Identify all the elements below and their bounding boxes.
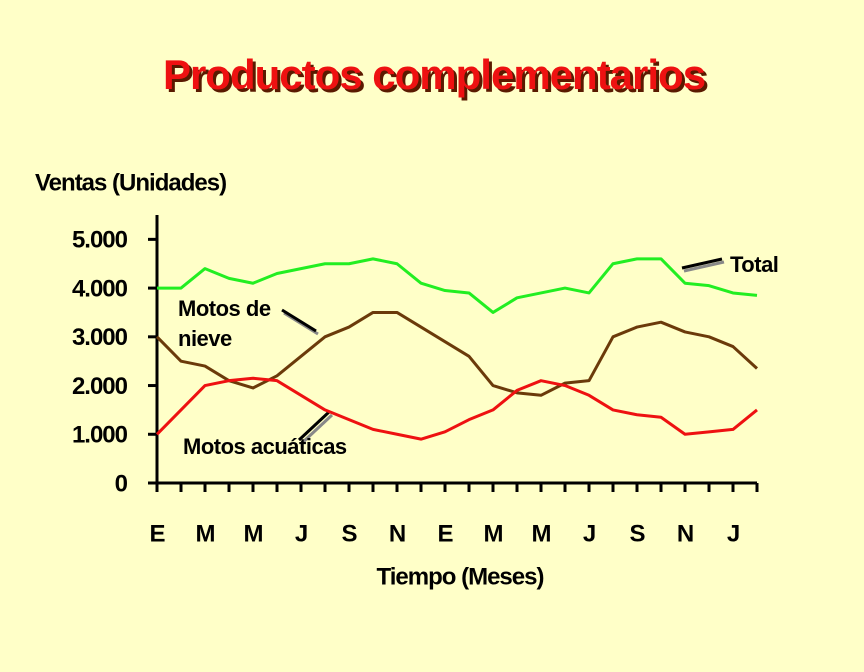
x-tick-label: N [389,520,405,547]
y-tick-label: 1.000 [72,422,128,449]
arrow-shadow [283,311,319,336]
x-tick-label: M [244,520,263,547]
y-tick-label: 5.000 [72,227,128,254]
x-tick-label: N [677,520,693,547]
y-tick-label: 2.000 [72,373,128,400]
arrow [297,410,331,442]
y-axis-label: Ventas (Unidades) [35,169,226,196]
series-label: Total [730,252,779,277]
x-tick-label: M [484,520,503,547]
series-label: Motos acuáticas [183,434,347,459]
arrows [281,257,725,445]
x-tick-label: J [295,520,307,547]
series-line [157,257,758,314]
arrow [281,308,317,333]
x-tick-label: E [437,520,453,547]
y-tick-label: 3.000 [72,324,128,351]
series-label: Motos de nieve [178,296,271,351]
x-tick-label: J [727,520,739,547]
x-tick-label: S [629,520,645,547]
y-tick-label: 4.000 [72,275,128,302]
arrow-shadow [300,413,334,445]
x-tick-label: M [532,520,551,547]
series-line [155,376,758,441]
series-line [155,310,759,397]
x-axis-label: Tiempo (Meses) [377,563,544,590]
x-tick-label: E [149,520,165,547]
chart-title: Productos complementarios [163,51,705,98]
x-tick-label: J [583,520,595,547]
arrow-shadow [683,260,725,273]
y-tick-label: 0 [115,470,128,497]
arrow [681,257,723,270]
chart-title-shadow: Productos complementarios [166,54,708,101]
x-tick-label: M [196,520,215,547]
x-tick-label: S [341,520,357,547]
